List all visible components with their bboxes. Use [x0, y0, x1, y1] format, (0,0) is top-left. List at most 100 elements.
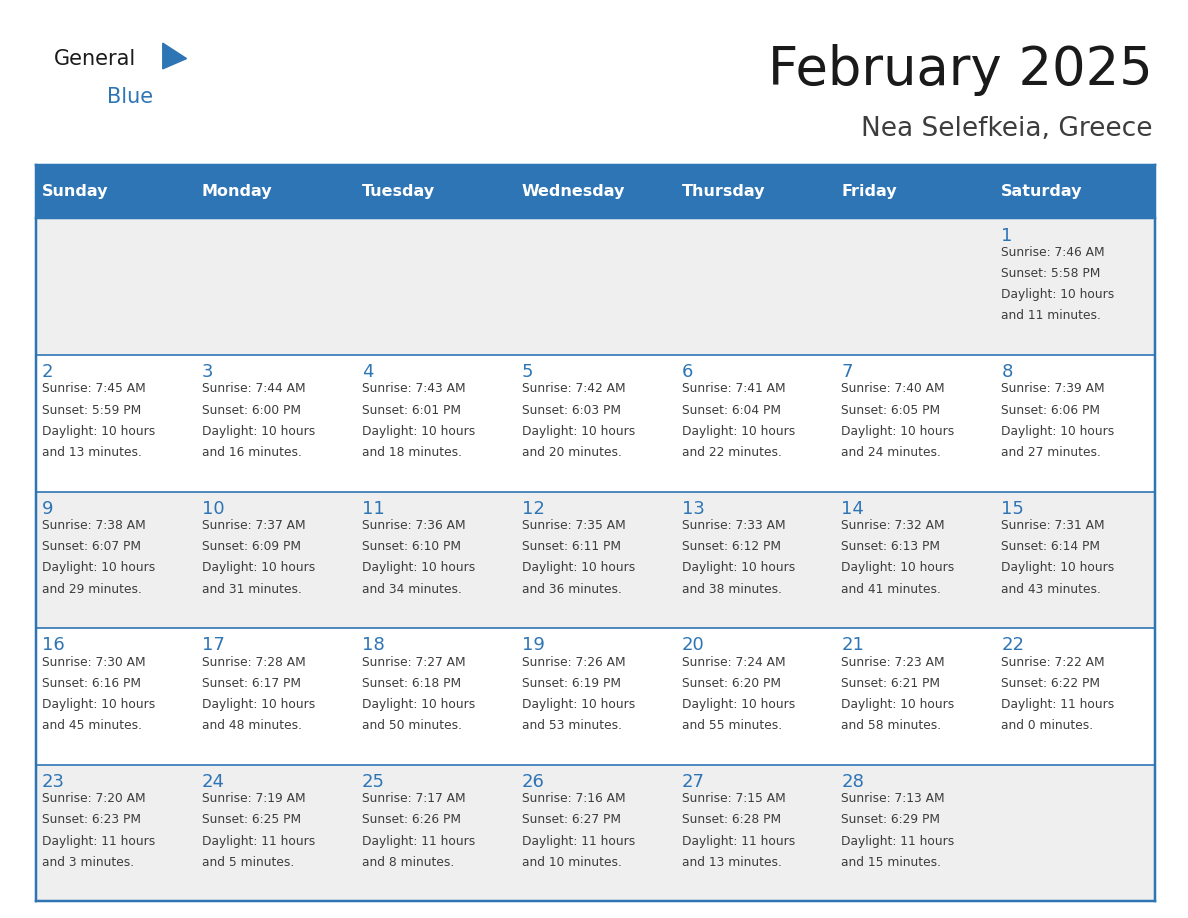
Text: 10: 10 — [202, 500, 225, 518]
Text: Daylight: 10 hours: Daylight: 10 hours — [682, 698, 795, 711]
Text: and 8 minutes.: and 8 minutes. — [362, 856, 454, 868]
Text: Daylight: 10 hours: Daylight: 10 hours — [202, 425, 315, 438]
Text: 6: 6 — [682, 364, 693, 381]
Text: and 20 minutes.: and 20 minutes. — [522, 446, 621, 459]
Text: Sunrise: 7:15 AM: Sunrise: 7:15 AM — [682, 792, 785, 805]
Text: Sunrise: 7:44 AM: Sunrise: 7:44 AM — [202, 383, 305, 396]
Text: Sunrise: 7:35 AM: Sunrise: 7:35 AM — [522, 519, 625, 532]
Text: Daylight: 10 hours: Daylight: 10 hours — [42, 698, 156, 711]
Text: 13: 13 — [682, 500, 704, 518]
Text: Sunrise: 7:40 AM: Sunrise: 7:40 AM — [841, 383, 944, 396]
Text: and 15 minutes.: and 15 minutes. — [841, 856, 941, 868]
Text: Sunrise: 7:39 AM: Sunrise: 7:39 AM — [1001, 383, 1105, 396]
Text: Friday: Friday — [841, 185, 897, 199]
Text: Sunset: 6:04 PM: Sunset: 6:04 PM — [682, 404, 781, 417]
Text: Sunrise: 7:31 AM: Sunrise: 7:31 AM — [1001, 519, 1105, 532]
Text: 16: 16 — [42, 636, 65, 655]
Text: 14: 14 — [841, 500, 864, 518]
Text: and 18 minutes.: and 18 minutes. — [362, 446, 462, 459]
Text: and 41 minutes.: and 41 minutes. — [841, 583, 941, 596]
Text: Sunrise: 7:19 AM: Sunrise: 7:19 AM — [202, 792, 305, 805]
Text: February 2025: February 2025 — [767, 44, 1152, 96]
Text: 1: 1 — [1001, 227, 1012, 245]
Text: Sunrise: 7:17 AM: Sunrise: 7:17 AM — [362, 792, 466, 805]
Text: Sunset: 6:13 PM: Sunset: 6:13 PM — [841, 540, 941, 554]
Text: 15: 15 — [1001, 500, 1024, 518]
Text: 17: 17 — [202, 636, 225, 655]
Text: 23: 23 — [42, 773, 65, 791]
Text: and 13 minutes.: and 13 minutes. — [682, 856, 782, 868]
Text: Sunset: 6:14 PM: Sunset: 6:14 PM — [1001, 540, 1100, 554]
Text: and 16 minutes.: and 16 minutes. — [202, 446, 302, 459]
Text: Sunrise: 7:30 AM: Sunrise: 7:30 AM — [42, 655, 146, 668]
Text: Daylight: 10 hours: Daylight: 10 hours — [42, 561, 156, 575]
Text: Sunrise: 7:36 AM: Sunrise: 7:36 AM — [362, 519, 466, 532]
Polygon shape — [163, 43, 187, 69]
Text: Daylight: 10 hours: Daylight: 10 hours — [362, 698, 475, 711]
Text: Daylight: 10 hours: Daylight: 10 hours — [1001, 288, 1114, 301]
Text: Sunrise: 7:33 AM: Sunrise: 7:33 AM — [682, 519, 785, 532]
Text: Daylight: 10 hours: Daylight: 10 hours — [522, 425, 634, 438]
Text: Sunset: 6:10 PM: Sunset: 6:10 PM — [362, 540, 461, 554]
Text: Nea Selefkeia, Greece: Nea Selefkeia, Greece — [861, 117, 1152, 142]
Text: Sunrise: 7:20 AM: Sunrise: 7:20 AM — [42, 792, 146, 805]
Bar — [36, 218, 1155, 355]
Text: and 24 minutes.: and 24 minutes. — [841, 446, 941, 459]
Text: 18: 18 — [362, 636, 385, 655]
Text: Daylight: 11 hours: Daylight: 11 hours — [522, 834, 634, 847]
Text: Daylight: 10 hours: Daylight: 10 hours — [362, 425, 475, 438]
Text: Sunrise: 7:42 AM: Sunrise: 7:42 AM — [522, 383, 625, 396]
Text: and 50 minutes.: and 50 minutes. — [362, 719, 462, 733]
Text: Daylight: 10 hours: Daylight: 10 hours — [362, 561, 475, 575]
Text: Sunset: 6:05 PM: Sunset: 6:05 PM — [841, 404, 941, 417]
Bar — [36, 765, 1155, 901]
Text: 8: 8 — [1001, 364, 1012, 381]
Text: and 36 minutes.: and 36 minutes. — [522, 583, 621, 596]
Bar — [36, 628, 1155, 765]
Text: 7: 7 — [841, 364, 853, 381]
Text: Daylight: 10 hours: Daylight: 10 hours — [202, 561, 315, 575]
Text: and 31 minutes.: and 31 minutes. — [202, 583, 302, 596]
Text: 28: 28 — [841, 773, 864, 791]
Text: 20: 20 — [682, 636, 704, 655]
Text: Daylight: 10 hours: Daylight: 10 hours — [682, 425, 795, 438]
Text: and 45 minutes.: and 45 minutes. — [42, 719, 143, 733]
Text: Sunset: 6:16 PM: Sunset: 6:16 PM — [42, 677, 141, 689]
Text: Daylight: 11 hours: Daylight: 11 hours — [1001, 698, 1114, 711]
Text: and 58 minutes.: and 58 minutes. — [841, 719, 942, 733]
Text: and 27 minutes.: and 27 minutes. — [1001, 446, 1101, 459]
Text: Daylight: 11 hours: Daylight: 11 hours — [362, 834, 475, 847]
Text: 24: 24 — [202, 773, 225, 791]
Text: 5: 5 — [522, 364, 533, 381]
Text: Monday: Monday — [202, 185, 272, 199]
Text: Saturday: Saturday — [1001, 185, 1082, 199]
Text: Sunrise: 7:13 AM: Sunrise: 7:13 AM — [841, 792, 944, 805]
Text: Thursday: Thursday — [682, 185, 765, 199]
Text: Sunset: 6:25 PM: Sunset: 6:25 PM — [202, 813, 301, 826]
Text: Sunset: 5:58 PM: Sunset: 5:58 PM — [1001, 267, 1100, 280]
Text: and 13 minutes.: and 13 minutes. — [42, 446, 141, 459]
Bar — [36, 355, 1155, 492]
Text: Wednesday: Wednesday — [522, 185, 625, 199]
Text: Sunrise: 7:37 AM: Sunrise: 7:37 AM — [202, 519, 305, 532]
Text: Sunrise: 7:27 AM: Sunrise: 7:27 AM — [362, 655, 466, 668]
Text: Sunrise: 7:38 AM: Sunrise: 7:38 AM — [42, 519, 146, 532]
Text: Sunset: 6:26 PM: Sunset: 6:26 PM — [362, 813, 461, 826]
Text: and 11 minutes.: and 11 minutes. — [1001, 309, 1101, 322]
Text: Daylight: 11 hours: Daylight: 11 hours — [682, 834, 795, 847]
Text: Sunset: 6:20 PM: Sunset: 6:20 PM — [682, 677, 781, 689]
Text: Daylight: 10 hours: Daylight: 10 hours — [202, 698, 315, 711]
Text: Sunset: 6:19 PM: Sunset: 6:19 PM — [522, 677, 620, 689]
Text: and 5 minutes.: and 5 minutes. — [202, 856, 295, 868]
Text: and 38 minutes.: and 38 minutes. — [682, 583, 782, 596]
Text: Daylight: 10 hours: Daylight: 10 hours — [522, 561, 634, 575]
Text: Sunrise: 7:24 AM: Sunrise: 7:24 AM — [682, 655, 785, 668]
Text: 25: 25 — [362, 773, 385, 791]
Text: and 55 minutes.: and 55 minutes. — [682, 719, 782, 733]
Text: Sunrise: 7:22 AM: Sunrise: 7:22 AM — [1001, 655, 1105, 668]
Bar — [36, 165, 1155, 218]
Text: Sunset: 6:18 PM: Sunset: 6:18 PM — [362, 677, 461, 689]
Text: Sunrise: 7:16 AM: Sunrise: 7:16 AM — [522, 792, 625, 805]
Text: Sunrise: 7:32 AM: Sunrise: 7:32 AM — [841, 519, 944, 532]
Text: and 34 minutes.: and 34 minutes. — [362, 583, 462, 596]
